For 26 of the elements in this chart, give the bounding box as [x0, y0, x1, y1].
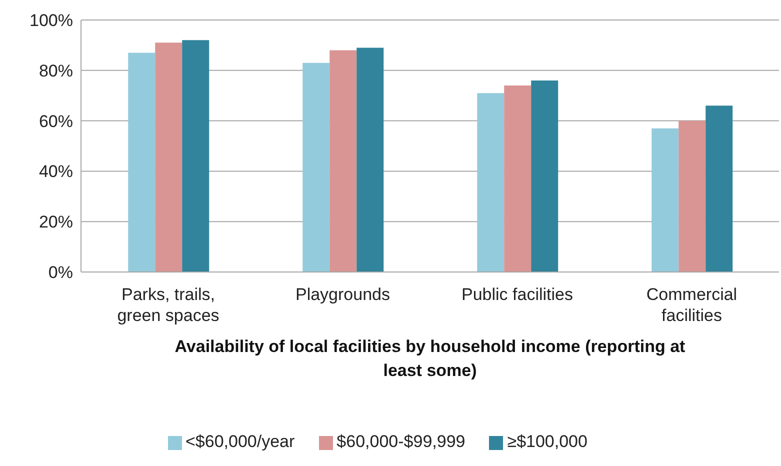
- bar: [477, 93, 504, 272]
- y-tick-label: 80%: [38, 61, 73, 80]
- x-tick-label: Public facilities: [462, 285, 573, 304]
- bar: [652, 128, 679, 272]
- bar: [531, 80, 558, 272]
- bar: [504, 86, 532, 272]
- x-tick-label: Parks, trails, green spaces: [117, 285, 220, 325]
- bar: [678, 120, 706, 272]
- x-tick-label: Playgrounds: [295, 285, 390, 304]
- x-tick-label: Commercial facilities: [646, 285, 738, 325]
- y-tick-label: 60%: [38, 112, 73, 131]
- legend-label: <$60,000/year: [186, 432, 295, 451]
- legend-label: ≥$100,000: [507, 432, 588, 451]
- legend-label: $60,000-$99,999: [336, 432, 466, 451]
- x-axis-title: Availability of local facilities by household income (reporting at least some): [174, 337, 686, 380]
- bar: [706, 106, 733, 272]
- bar: [155, 42, 182, 272]
- y-tick-label: 100%: [30, 11, 73, 30]
- bar: [356, 48, 384, 272]
- bar: [330, 50, 357, 272]
- y-tick-label: 20%: [38, 212, 73, 232]
- bar: [128, 52, 156, 272]
- y-tick-label: 0%: [48, 263, 73, 282]
- y-tick-label: 40%: [38, 162, 73, 182]
- bar: [182, 40, 210, 272]
- bar: [302, 62, 330, 272]
